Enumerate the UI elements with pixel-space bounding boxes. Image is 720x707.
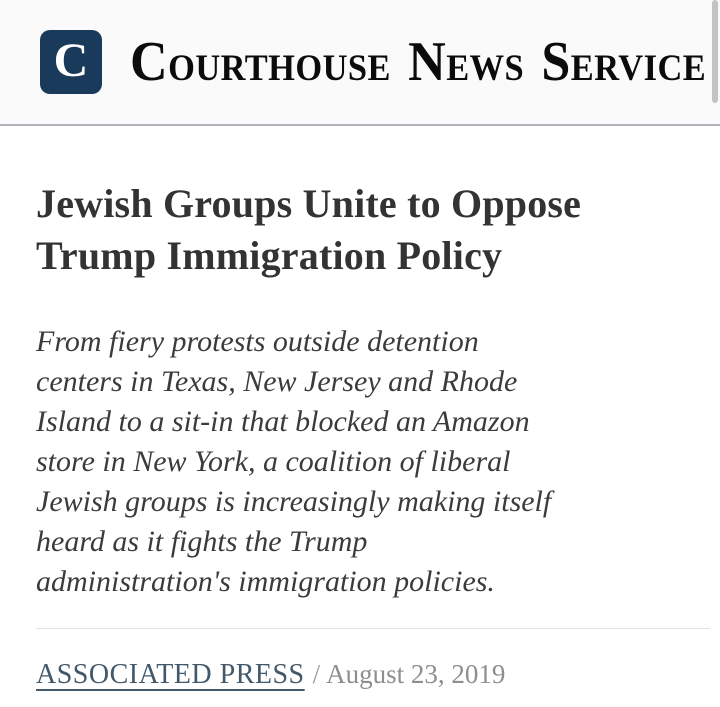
brand-word-service: SERVICE (541, 31, 707, 93)
byline-divider (36, 628, 710, 629)
byline: ASSOCIATED PRESS / August 23, 2019 (36, 659, 684, 691)
deck-line: store in New York, a coalition of libera… (36, 445, 511, 478)
deck-line: administration's immigration policies. (36, 565, 495, 598)
logo-letter-c: C (53, 33, 89, 87)
title-line-1: Jewish Groups Unite to Oppose (36, 181, 582, 226)
brand-word-courthouse: COURTHOUSE (130, 31, 391, 93)
deck-line: heard as it fights the Trump (36, 525, 368, 558)
title-line-2: Trump Immigration Policy (36, 233, 503, 278)
article-date: August 23, 2019 (326, 659, 506, 689)
brand-wordmark[interactable]: COURTHOUSE NEWS SERVICE (130, 30, 706, 94)
site-header: C COURTHOUSE NEWS SERVICE (0, 0, 720, 126)
deck-line: From fiery protests outside detention (36, 325, 479, 358)
deck-line: Island to a sit-in that blocked an Amazo… (36, 405, 530, 438)
deck-line: Jewish groups is increasingly making its… (36, 485, 552, 518)
article-deck: From fiery protests outside detention ce… (36, 322, 684, 602)
scrollbar-thumb[interactable] (712, 0, 718, 103)
article: Jewish Groups Unite to Oppose Trump Immi… (0, 178, 720, 691)
brand-word-news: NEWS (408, 31, 525, 93)
author-link[interactable]: ASSOCIATED PRESS (36, 659, 305, 690)
deck-line: centers in Texas, New Jersey and Rhode (36, 365, 518, 398)
byline-separator: / (312, 659, 321, 689)
article-title: Jewish Groups Unite to Oppose Trump Immi… (36, 178, 684, 282)
site-logo[interactable]: C (40, 30, 102, 94)
